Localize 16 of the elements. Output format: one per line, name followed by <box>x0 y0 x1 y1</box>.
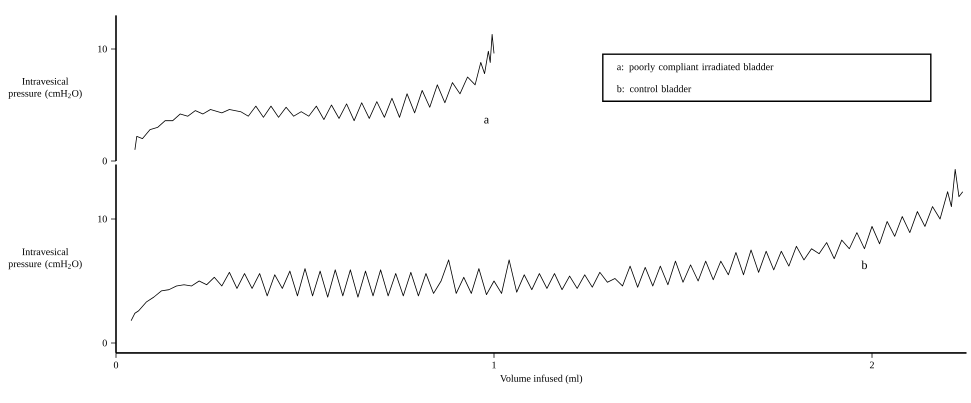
x-tick-label: 1 <box>492 362 496 368</box>
y-axis-title: Intravesical pressure (cmH$_{2}$O) <box>8 248 82 270</box>
y-tick-label: 0 <box>102 340 107 346</box>
annotation: a <box>484 118 489 124</box>
y-tick-label: 10 <box>98 216 107 222</box>
text: a: poorly compliant irradiated bladder <box>617 63 774 72</box>
text: b: control bladder <box>616 85 692 92</box>
y-tick-label: 10 <box>98 46 107 52</box>
y-axis-title: Intravesical pressure (cmH$_{2}$O) <box>8 78 82 99</box>
annotation: b <box>861 260 867 270</box>
line-series <box>130 169 964 322</box>
line-series <box>134 34 494 150</box>
x-axis-title: Volume infused (ml) <box>500 374 582 384</box>
x-tick-label: 0 <box>114 362 118 368</box>
y-tick-label: 0 <box>102 158 107 164</box>
x-tick-label: 2 <box>870 362 874 368</box>
